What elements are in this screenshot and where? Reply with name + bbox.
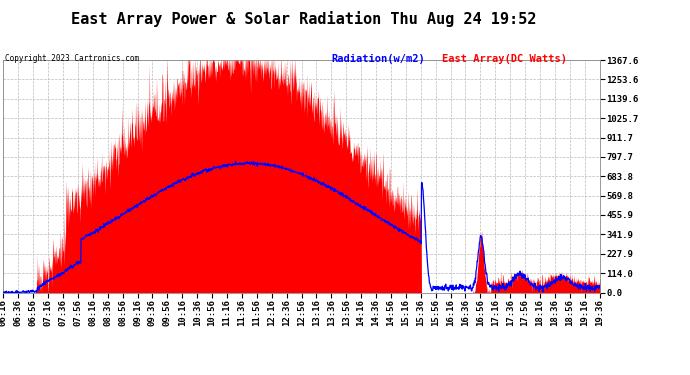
Text: Copyright 2023 Cartronics.com: Copyright 2023 Cartronics.com <box>5 54 139 63</box>
Text: East Array Power & Solar Radiation Thu Aug 24 19:52: East Array Power & Solar Radiation Thu A… <box>71 11 536 27</box>
Text: East Array(DC Watts): East Array(DC Watts) <box>442 54 566 64</box>
Text: Radiation(w/m2): Radiation(w/m2) <box>331 54 425 64</box>
